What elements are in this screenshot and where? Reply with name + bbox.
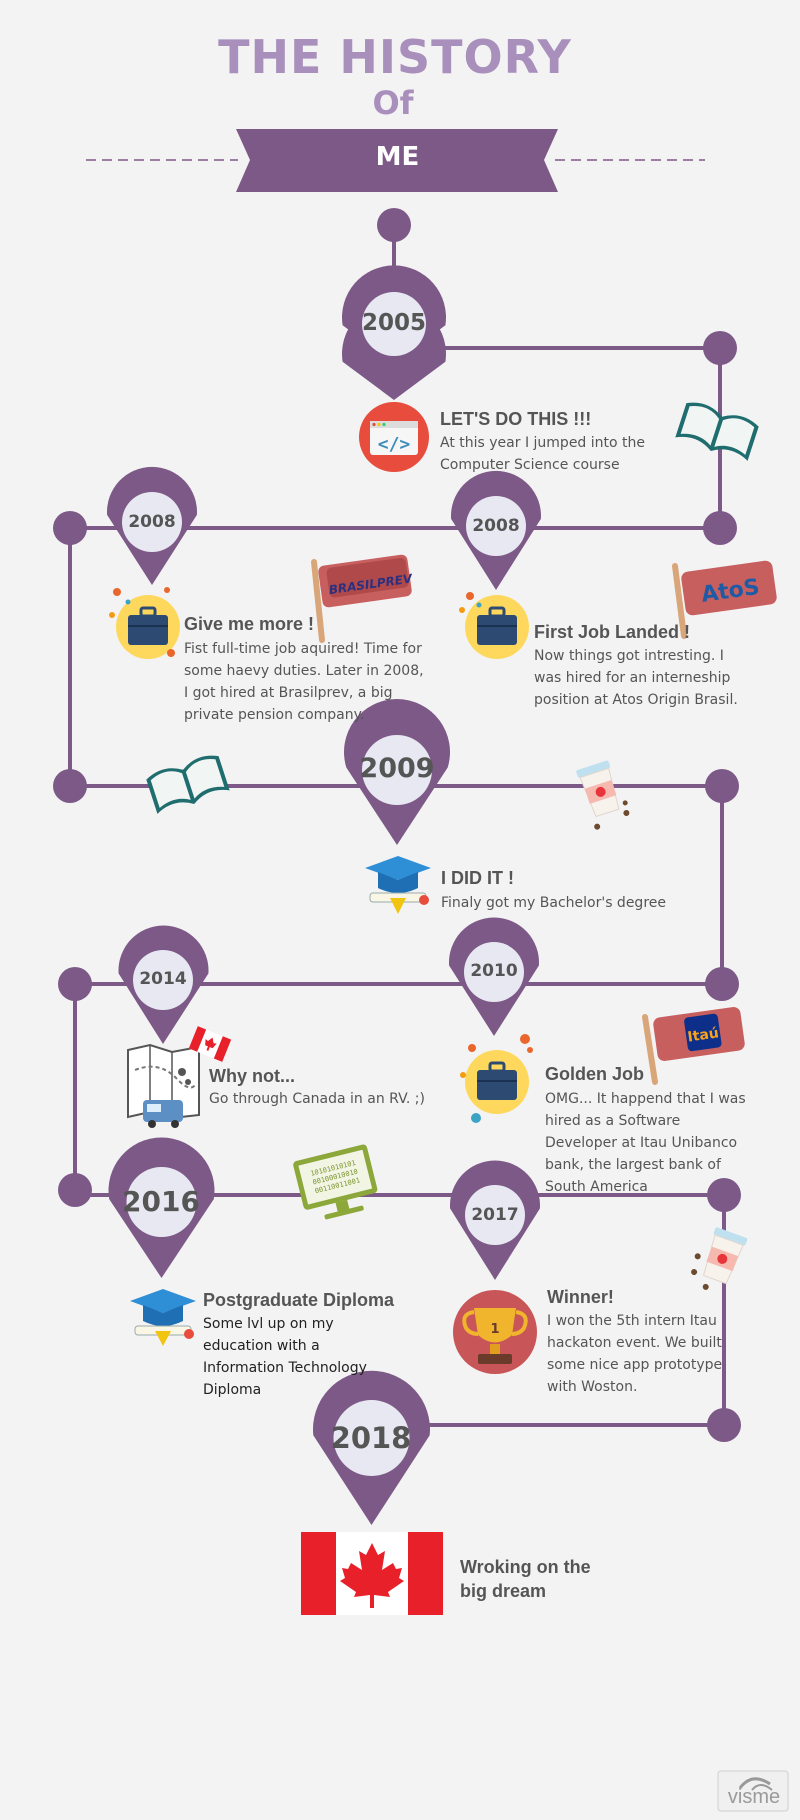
pin-year-2016: 2016: [122, 1185, 200, 1218]
computer-binary-icon: 10101010101 00100010010 00110011001: [293, 1144, 378, 1220]
coffee-cup-icon: [576, 760, 630, 830]
page-title: THE HISTORY: [218, 30, 572, 84]
map-rv-icon: [127, 1043, 200, 1128]
canada-flag-icon: [301, 1532, 443, 1615]
banner-ribbon: [236, 129, 558, 192]
visme-logo-text: visme: [727, 1786, 781, 1808]
pin-2018: [313, 1370, 430, 1525]
briefcase-icon: [460, 1034, 533, 1123]
trophy-icon: 1: [453, 1290, 537, 1374]
open-book-icon: [146, 755, 230, 814]
event-2017-text: I won the 5th intern Itau hackaton event…: [547, 1313, 723, 1395]
pin-year-2014: 2014: [139, 969, 187, 989]
pin-2008a: [106, 466, 197, 585]
event-2008a-heading: Give me more !: [184, 614, 315, 634]
svg-text:</>: </>: [378, 434, 411, 455]
svg-text:Itaú: Itaú: [687, 1025, 720, 1045]
graduation-cap-icon: [365, 856, 431, 914]
event-2008a-text: Fist full-time job aquired! Time for som…: [184, 641, 424, 723]
pin-year-2005: 2005: [361, 310, 426, 336]
briefcase-icon: [459, 592, 529, 659]
event-2009-heading: I DID IT !: [441, 868, 514, 888]
pin-year-2008a: 2008: [128, 512, 176, 532]
pin-year-2009: 2009: [359, 753, 435, 784]
brasilprev-flag-icon: BRASILPREV: [311, 554, 415, 643]
event-2018-heading: Wroking on the big dream: [460, 1557, 591, 1601]
event-2005-text: At this year I jumped into the Computer …: [440, 435, 646, 473]
pin-year-2010: 2010: [470, 961, 518, 981]
pin-year-2008b: 2008: [472, 516, 520, 536]
canada-flag-small-icon: [188, 1026, 232, 1062]
open-book-icon: [675, 402, 759, 461]
event-2014-heading: Why not...: [209, 1066, 295, 1086]
event-2008b-text: Now things got intresting. I was hired f…: [534, 648, 738, 708]
pin-year-2018: 2018: [330, 1421, 412, 1455]
pin-2017: [450, 1160, 540, 1280]
briefcase-icon: [109, 587, 180, 659]
event-2016-text: Some lvl up on my education with a Infor…: [203, 1316, 367, 1398]
title-banner-text: ME: [375, 142, 420, 172]
pin-2009: [343, 699, 450, 845]
itau-flag-icon: Itaú: [642, 1006, 745, 1085]
visme-logo-icon: [717, 1770, 789, 1812]
page-title-sub: Of: [372, 84, 414, 122]
pin-year-2017: 2017: [471, 1205, 519, 1225]
event-2017-heading: Winner!: [547, 1287, 614, 1307]
pin-2005: [342, 265, 446, 400]
timeline-dots: [53, 208, 741, 1442]
coffee-cup-icon: [691, 1227, 748, 1290]
pin-2014: [118, 925, 209, 1044]
svg-text:1: 1: [490, 1322, 499, 1337]
event-2010-text: OMG... It happend that I was hired as a …: [545, 1091, 746, 1195]
code-window-icon: </>: [359, 402, 429, 472]
event-2005-heading: LET'S DO THIS !!!: [440, 409, 592, 429]
event-2014-text: Go through Canada in an RV. ;): [209, 1091, 425, 1107]
pin-2008b: [451, 470, 541, 590]
atos-flag-icon: AtoS: [672, 560, 777, 639]
graduation-cap-icon: [130, 1289, 196, 1346]
pin-2010: [449, 917, 539, 1036]
event-2009-text: Finaly got my Bachelor's degree: [441, 895, 666, 911]
event-2016-heading: Postgraduate Diploma: [203, 1290, 395, 1310]
event-2010-heading: Golden Job: [545, 1064, 644, 1084]
event-2008b-heading: First Job Landed !: [534, 622, 691, 642]
pin-2016: [108, 1137, 215, 1278]
